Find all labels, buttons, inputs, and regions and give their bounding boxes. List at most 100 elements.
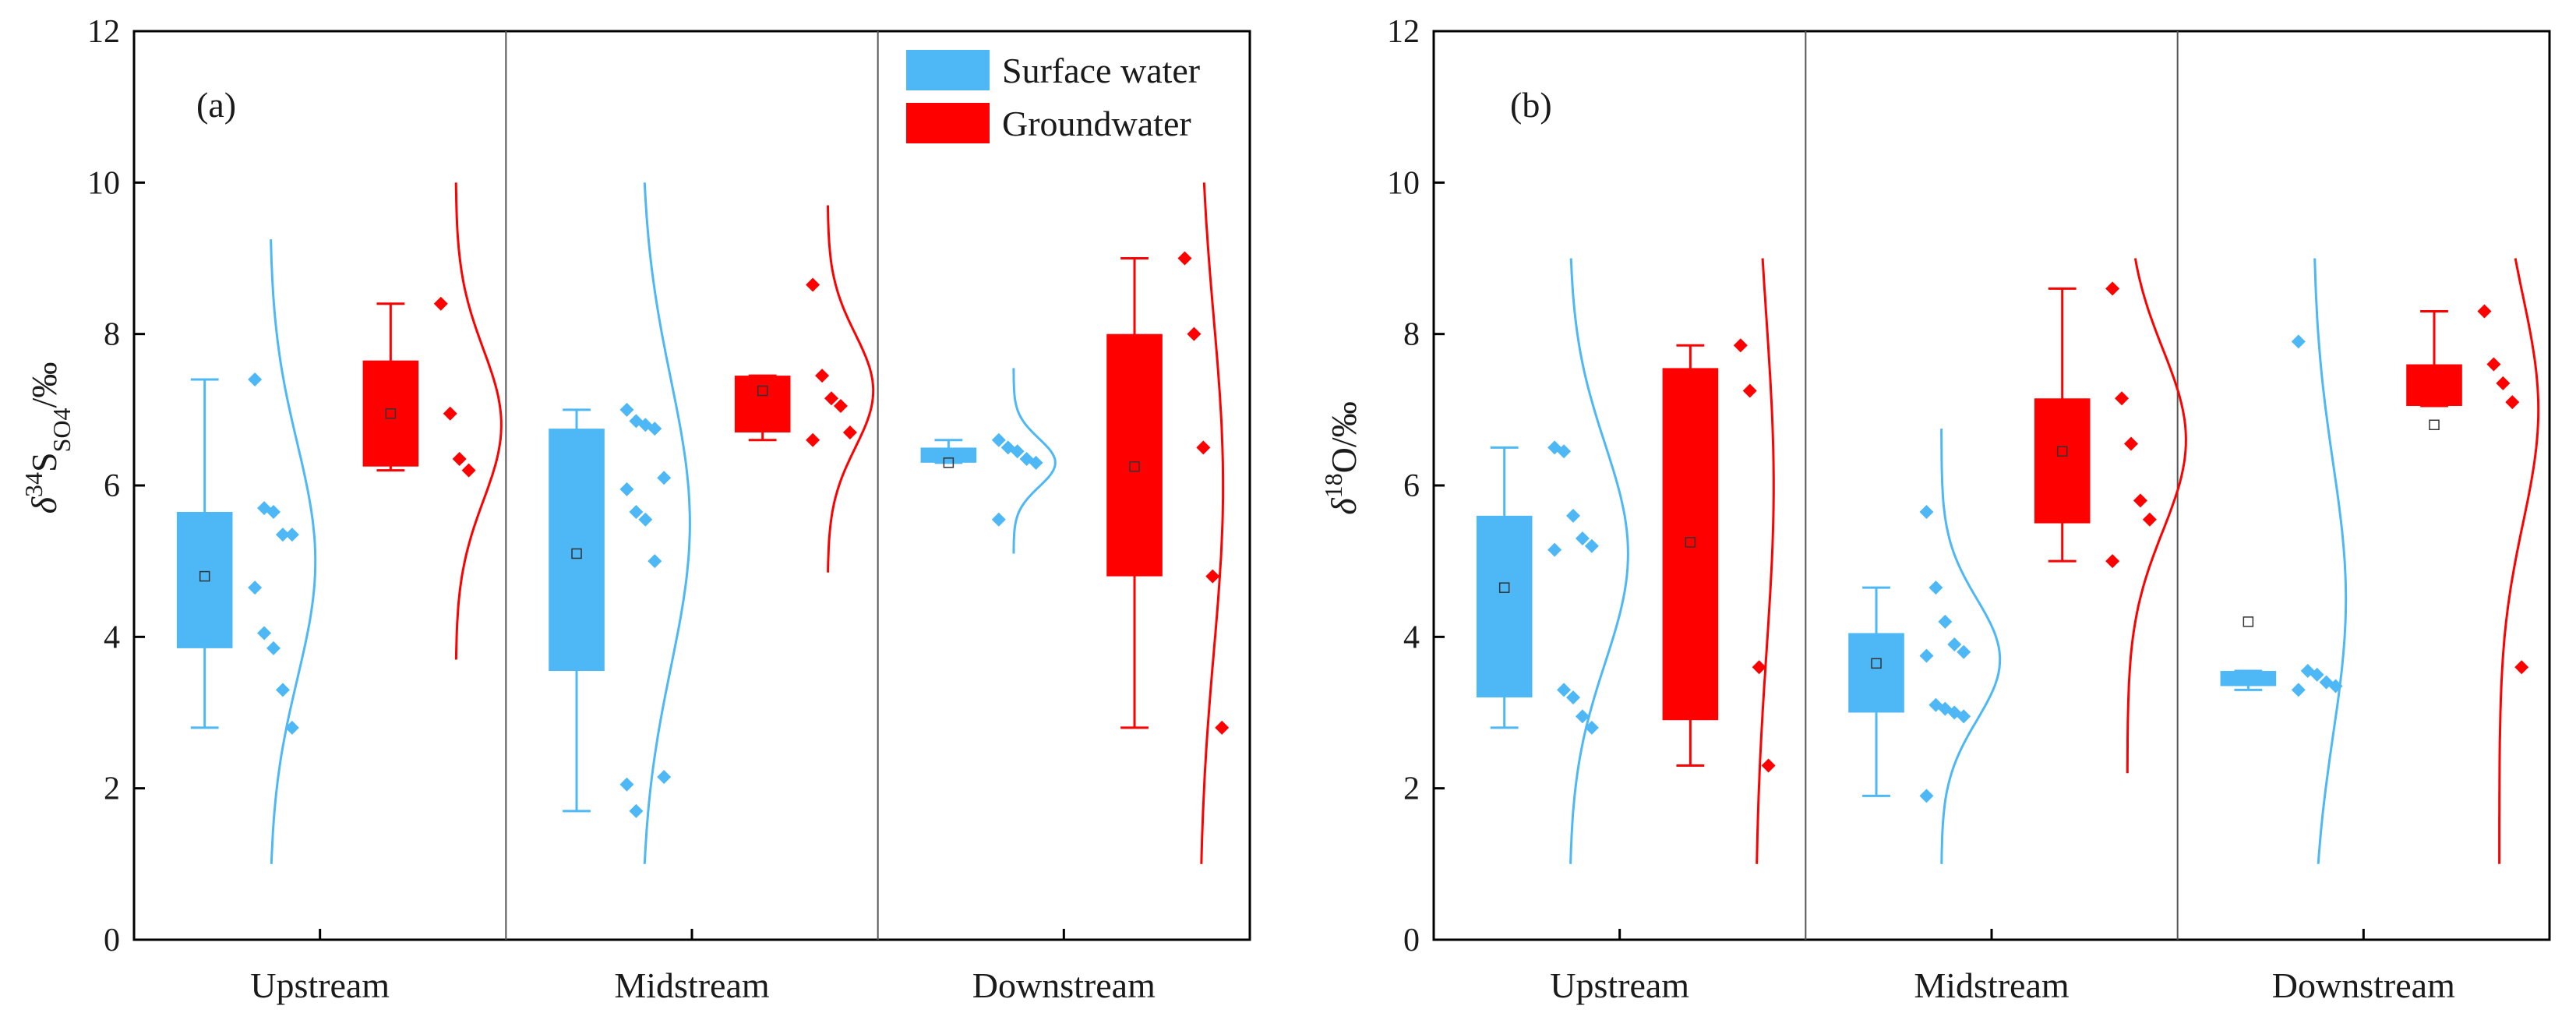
data-point (275, 528, 290, 542)
y-axis-superscript: 18 (1319, 473, 1347, 498)
panel-b: 0 2 4 6 8 10 12 Upstream Midstream Downstream (b)… (1319, 14, 2551, 1005)
data-point (638, 512, 653, 527)
data-point (1928, 581, 1943, 595)
y-tick-label: 4 (104, 619, 120, 655)
data-point (284, 720, 299, 735)
box-iqr (2034, 398, 2091, 524)
distribution-curve (1756, 258, 1775, 864)
data-point (1938, 614, 1953, 629)
data-point (1177, 251, 1192, 266)
panel-a-label: (a) (196, 85, 236, 125)
y-tick-label: 6 (1403, 468, 1420, 504)
distribution-curve (643, 182, 691, 864)
data-point (991, 432, 1006, 447)
distribution-curve (2313, 258, 2348, 864)
data-point (2291, 334, 2306, 349)
y-tick-label: 0 (1403, 923, 1420, 958)
data-point (248, 581, 263, 595)
data-point (1947, 637, 1962, 652)
data-point (266, 505, 281, 520)
box-iqr (2220, 671, 2277, 686)
mean-marker (571, 548, 582, 559)
x-category-label: Downstream (972, 965, 1156, 1005)
data-point (2105, 554, 2120, 569)
data-point (1742, 383, 1757, 398)
y-tick-label: 0 (104, 923, 120, 958)
data-point (266, 641, 281, 655)
data-point (1566, 508, 1580, 523)
data-point (815, 369, 830, 383)
mean-marker (1685, 537, 1696, 548)
data-point (257, 626, 272, 641)
data-point (824, 391, 838, 406)
distribution-curve (270, 239, 317, 864)
data-point (842, 425, 857, 439)
x-category-label: Upstream (250, 965, 390, 1005)
box-iqr (1476, 515, 1533, 698)
y-axis-unit: /‰ (24, 362, 64, 408)
data-point (619, 482, 634, 496)
data-point (1557, 683, 1572, 697)
panel-a-y-axis-label: δ34SSO4/‰ (19, 362, 76, 514)
data-point (1575, 709, 1590, 724)
data-point (2505, 395, 2520, 410)
y-tick-label: 2 (1403, 771, 1420, 807)
data-point (1575, 531, 1590, 546)
data-point (1752, 660, 1766, 675)
y-axis-base: O (1324, 447, 1364, 473)
mean-marker (1498, 582, 1510, 593)
box-group (734, 205, 875, 573)
data-point (2124, 436, 2138, 451)
data-point (833, 398, 848, 413)
data-point (1584, 720, 1599, 735)
data-point (2310, 667, 2324, 682)
box-group (920, 368, 1057, 554)
data-point (443, 406, 457, 421)
mean-marker (385, 408, 397, 419)
data-point (629, 803, 644, 818)
y-tick-label: 12 (87, 14, 120, 50)
y-axis-delta: δ (1324, 498, 1364, 515)
data-point (1196, 440, 1211, 455)
legend-label-surface-water: Surface water (1002, 51, 1200, 90)
distribution-curve (1012, 368, 1057, 554)
box-group (2220, 258, 2348, 864)
box-group (362, 182, 503, 660)
data-point (1919, 505, 1934, 520)
data-point (619, 777, 634, 792)
x-category-label: Upstream (1550, 965, 1689, 1005)
box-iqr (2406, 364, 2462, 406)
y-tick-label: 12 (1387, 14, 1420, 50)
data-point (2105, 281, 2120, 296)
plot-frame (132, 30, 1251, 941)
data-point (2142, 512, 2157, 527)
distribution-curve (2498, 258, 2540, 864)
data-point (619, 402, 634, 417)
box-iqr (549, 429, 605, 672)
distribution-curve (454, 182, 503, 660)
data-point (461, 463, 476, 478)
data-point (2133, 493, 2147, 508)
data-point (1215, 720, 1230, 735)
box-iqr (362, 360, 419, 467)
box-group (1476, 258, 1629, 864)
x-category-label: Downstream (2272, 965, 2455, 1005)
distribution-curve (2126, 258, 2187, 774)
data-point (1547, 542, 1562, 557)
data-point (1205, 569, 1220, 584)
y-tick-label: 10 (87, 165, 120, 201)
mean-marker (2056, 446, 2068, 457)
y-axis-superscript: 34 (19, 472, 48, 497)
data-point (1557, 444, 1572, 459)
y-tick-label: 2 (104, 771, 120, 807)
box-iqr (734, 376, 791, 432)
mean-marker (757, 385, 768, 397)
box-group (2034, 258, 2187, 774)
mean-marker (1129, 461, 1140, 472)
x-category-label: Midstream (614, 965, 770, 1005)
legend-swatch-groundwater (906, 103, 990, 143)
data-point (648, 554, 662, 569)
mean-marker (2429, 419, 2440, 431)
panel-a: 0 2 4 6 8 10 12 Upstream Midstream Downstream (a)… (19, 14, 1251, 1005)
box-group (176, 239, 317, 864)
